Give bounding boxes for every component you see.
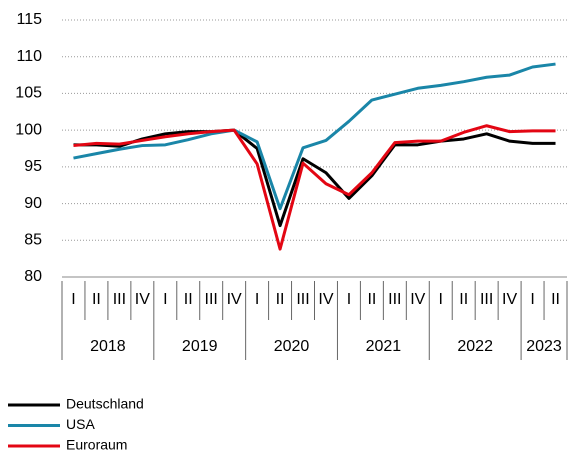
x-tick-label: I [163,291,167,308]
x-group-label: 2018 [90,338,126,355]
x-tick-label: I [71,291,75,308]
x-tick-label: I [347,291,351,308]
x-tick-label: II [551,291,560,308]
x-tick-label: II [367,291,376,308]
x-tick-label: II [276,291,285,308]
x-group-label: 2023 [526,338,562,355]
x-tick-label: IV [227,291,242,308]
x-group-label: 2021 [366,338,402,355]
legend-label: USA [66,416,95,432]
x-tick-label: III [113,291,126,308]
x-tick-label: III [388,291,401,308]
legend-label: Euroraum [66,437,127,453]
y-tick-label: 95 [24,158,42,175]
y-tick-label: 115 [16,11,42,28]
x-group-label: 2020 [274,338,310,355]
x-group-label: 2019 [182,338,218,355]
x-tick-label: IV [502,291,517,308]
y-tick-label: 105 [15,85,42,102]
y-tick-label: 110 [16,48,42,65]
x-tick-label: IV [318,291,333,308]
x-tick-label: II [459,291,468,308]
x-group-label: 2022 [457,338,493,355]
x-tick-label: II [92,291,101,308]
y-tick-label: 80 [24,268,42,285]
x-tick-label: I [439,291,443,308]
x-tick-label: I [530,291,534,308]
x-tick-label: I [255,291,259,308]
series-line [73,62,556,211]
y-tick-label: 100 [15,121,42,138]
x-tick-label: III [480,291,493,308]
x-tick-label: II [184,291,193,308]
legend-label: Deutschland [66,396,144,412]
series-line [73,124,556,251]
y-tick-label: 85 [24,232,42,249]
x-tick-label: III [296,291,309,308]
x-tick-label: IV [410,291,425,308]
y-tick-label: 90 [24,195,42,212]
series-line [73,128,556,228]
x-tick-label: IV [135,291,150,308]
x-tick-label: III [205,291,218,308]
